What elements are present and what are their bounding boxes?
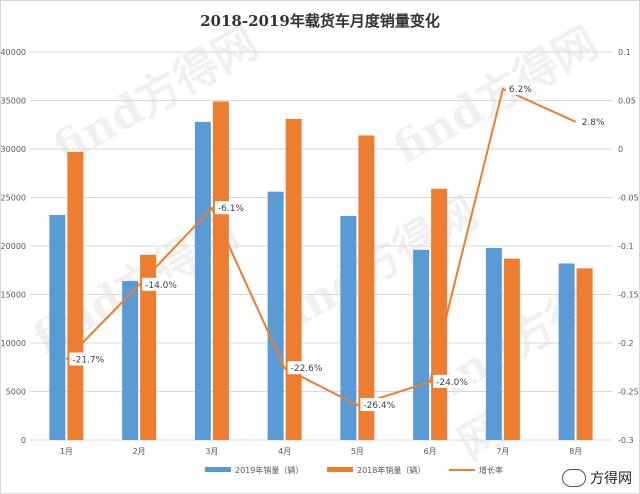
data-label-bg bbox=[433, 374, 473, 388]
data-label-bg bbox=[287, 361, 328, 375]
y-left-tick-label: 10000 bbox=[1, 339, 26, 348]
bar-2019 bbox=[122, 280, 139, 440]
bar-2018 bbox=[212, 101, 229, 440]
y-left-tick-label: 40000 bbox=[1, 48, 26, 57]
data-label-group: -26.4% bbox=[360, 398, 400, 412]
bar-2018 bbox=[576, 268, 593, 440]
x-tick-label: 2月 bbox=[133, 447, 146, 456]
x-tick-label: 7月 bbox=[496, 447, 509, 456]
x-tick-label: 8月 bbox=[569, 447, 582, 456]
brand-label: 方得网 bbox=[590, 471, 632, 487]
data-label-group: -24.0% bbox=[433, 374, 473, 388]
y-left-tick-label: 20000 bbox=[1, 242, 26, 251]
bar-2018 bbox=[503, 258, 520, 440]
data-label-group: -6.1% bbox=[214, 201, 249, 215]
bar-2019 bbox=[485, 247, 502, 440]
data-label-bg bbox=[214, 201, 249, 215]
legend-swatch bbox=[205, 467, 231, 472]
x-tick-label: 6月 bbox=[424, 447, 437, 456]
x-tick-label: 4月 bbox=[278, 447, 291, 456]
legend-label: 2018年销量（辆） bbox=[357, 465, 425, 475]
data-label: -22.6% bbox=[291, 364, 323, 374]
bar-2018 bbox=[67, 151, 84, 440]
y-right-tick-label: -0.2 bbox=[618, 339, 634, 348]
bar-2019 bbox=[49, 214, 66, 440]
data-label-group: -21.7% bbox=[69, 352, 109, 366]
data-label-bg bbox=[142, 277, 182, 291]
bar-2019 bbox=[194, 121, 211, 440]
data-label: -24.0% bbox=[436, 378, 468, 388]
bar-2019 bbox=[413, 249, 430, 440]
bar-2019 bbox=[558, 263, 575, 440]
x-tick-label: 3月 bbox=[205, 447, 218, 456]
x-tick-label: 5月 bbox=[351, 447, 364, 456]
data-label: 2.8% bbox=[582, 118, 605, 128]
y-left-tick-label: 15000 bbox=[1, 291, 26, 300]
data-label-bg bbox=[360, 398, 400, 412]
y-left-tick-label: 25000 bbox=[1, 194, 26, 203]
bar-2018 bbox=[285, 118, 302, 441]
bar-2019 bbox=[267, 191, 284, 440]
y-right-tick-label: 0 bbox=[618, 145, 623, 154]
brand-logo: 方得网 bbox=[562, 468, 632, 488]
y-right-tick-label: -0.25 bbox=[618, 388, 639, 397]
data-label: -14.0% bbox=[145, 281, 177, 291]
y-left-tick-label: 0 bbox=[21, 436, 26, 445]
y-right-tick-label: 0.1 bbox=[618, 48, 631, 57]
data-label-bg bbox=[578, 114, 608, 128]
chart-title: 2018-2019年载货车月度销量变化 bbox=[200, 12, 440, 30]
data-label-group: -14.0% bbox=[142, 277, 182, 291]
data-label-group: 6.2% bbox=[505, 81, 535, 95]
data-label: 6.2% bbox=[509, 85, 532, 95]
y-right-tick-label: 0.05 bbox=[618, 97, 636, 106]
legend-label: 2019年销量（辆） bbox=[235, 465, 303, 475]
y-right-tick-label: -0.1 bbox=[618, 242, 634, 251]
legend-label: 增长率 bbox=[479, 465, 503, 475]
data-label-bg bbox=[69, 352, 109, 366]
data-label-bg bbox=[505, 81, 535, 95]
y-left-tick-label: 30000 bbox=[1, 145, 26, 154]
y-right-tick-label: -0.15 bbox=[618, 291, 639, 300]
data-label: -26.4% bbox=[363, 401, 395, 411]
y-right-tick-label: -0.05 bbox=[618, 194, 639, 203]
data-label: -6.1% bbox=[218, 204, 245, 214]
bar-2019 bbox=[340, 215, 357, 440]
bar-2018 bbox=[140, 254, 157, 440]
wechat-icon bbox=[562, 469, 586, 487]
x-tick-label: 1月 bbox=[60, 447, 73, 456]
bar-2018 bbox=[431, 188, 448, 440]
y-left-tick-label: 5000 bbox=[6, 388, 26, 397]
y-right-tick-label: -0.3 bbox=[618, 436, 634, 445]
data-label-group: -22.6% bbox=[287, 361, 328, 375]
growth-line bbox=[65, 87, 577, 407]
y-left-tick-label: 35000 bbox=[1, 97, 26, 106]
legend-swatch bbox=[327, 467, 353, 472]
bar-2018 bbox=[358, 135, 375, 441]
data-label-group: 2.8% bbox=[578, 114, 608, 128]
data-label: -21.7% bbox=[72, 355, 104, 365]
